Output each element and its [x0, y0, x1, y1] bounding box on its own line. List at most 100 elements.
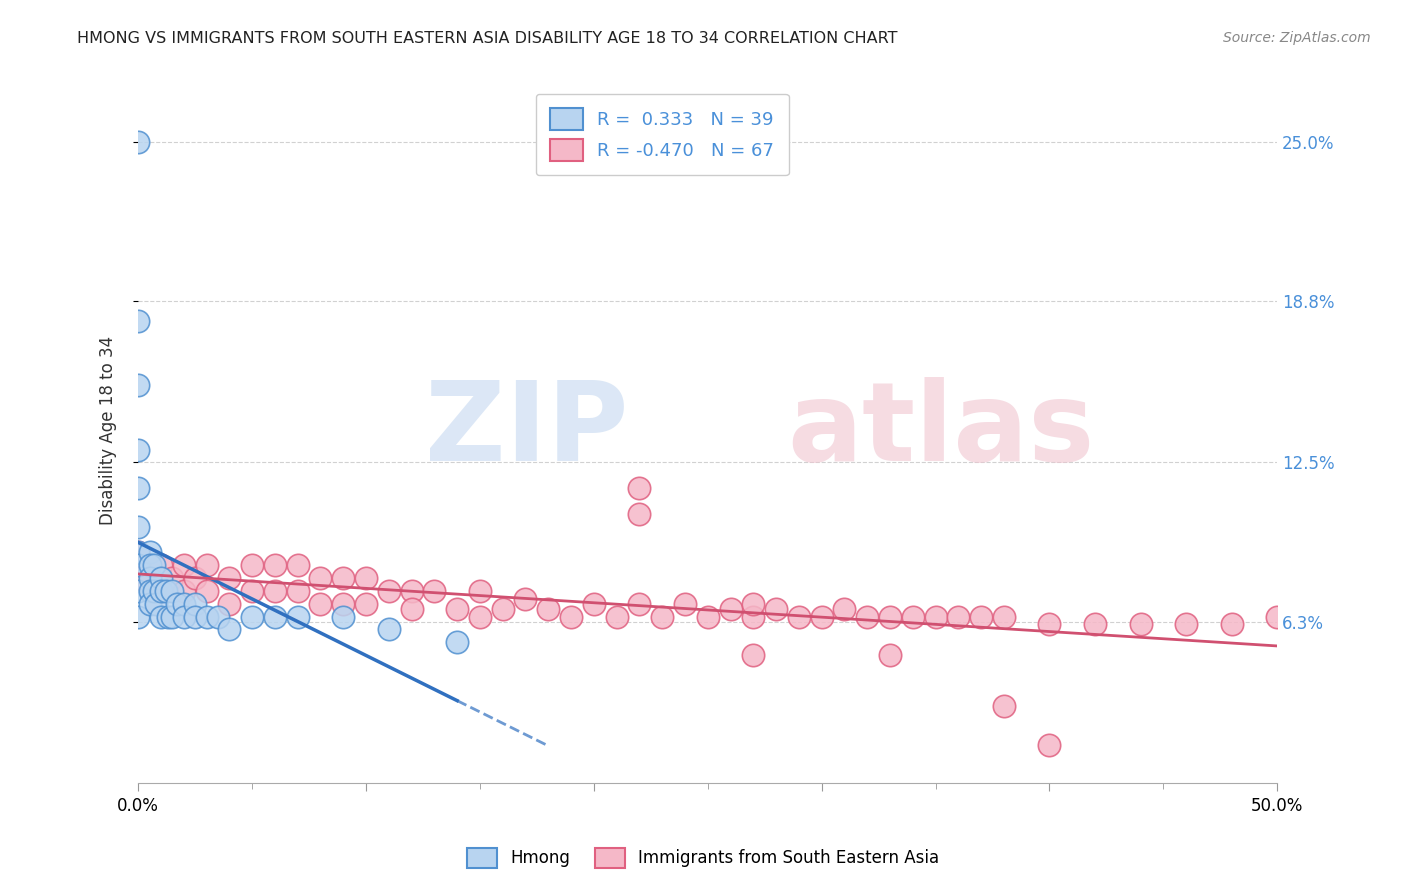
- Point: [515, 591, 537, 606]
- Point: [606, 609, 628, 624]
- Point: [993, 699, 1015, 714]
- Text: ZIP: ZIP: [425, 377, 628, 483]
- Point: [651, 609, 673, 624]
- Point: [468, 583, 491, 598]
- Point: [127, 378, 149, 392]
- Point: [127, 135, 149, 149]
- Point: [149, 583, 172, 598]
- Point: [378, 583, 401, 598]
- Point: [127, 481, 149, 495]
- Point: [787, 609, 810, 624]
- Point: [696, 609, 718, 624]
- Point: [207, 609, 229, 624]
- Point: [287, 558, 309, 573]
- Point: [628, 481, 651, 495]
- Point: [309, 571, 332, 585]
- Point: [127, 571, 149, 585]
- Point: [765, 602, 787, 616]
- Point: [673, 597, 696, 611]
- Point: [155, 583, 177, 598]
- Point: [149, 571, 172, 585]
- Point: [879, 648, 901, 662]
- Point: [834, 602, 856, 616]
- Point: [162, 571, 184, 585]
- Point: [1084, 617, 1107, 632]
- Point: [195, 558, 218, 573]
- Point: [401, 602, 423, 616]
- Point: [166, 597, 188, 611]
- Point: [173, 597, 195, 611]
- Point: [742, 648, 765, 662]
- Point: [537, 602, 560, 616]
- Point: [127, 545, 149, 559]
- Point: [401, 583, 423, 598]
- Point: [173, 609, 195, 624]
- Point: [138, 545, 160, 559]
- Point: [138, 571, 160, 585]
- Point: [173, 558, 195, 573]
- Point: [560, 609, 582, 624]
- Point: [264, 609, 287, 624]
- Point: [138, 583, 160, 598]
- Point: [1265, 609, 1288, 624]
- Point: [924, 609, 946, 624]
- Point: [378, 623, 401, 637]
- Point: [195, 583, 218, 598]
- Point: [468, 609, 491, 624]
- Point: [993, 609, 1015, 624]
- Point: [149, 583, 172, 598]
- Point: [264, 583, 287, 598]
- Point: [354, 597, 377, 611]
- Text: HMONG VS IMMIGRANTS FROM SOUTH EASTERN ASIA DISABILITY AGE 18 TO 34 CORRELATION : HMONG VS IMMIGRANTS FROM SOUTH EASTERN A…: [77, 31, 898, 46]
- Legend: Hmong, Immigrants from South Eastern Asia: Hmong, Immigrants from South Eastern Asi…: [460, 841, 946, 875]
- Point: [856, 609, 879, 624]
- Point: [628, 597, 651, 611]
- Point: [354, 571, 377, 585]
- Point: [149, 558, 172, 573]
- Point: [218, 623, 240, 637]
- Point: [127, 545, 149, 559]
- Point: [446, 635, 468, 649]
- Point: [720, 602, 742, 616]
- Point: [138, 558, 160, 573]
- Point: [309, 597, 332, 611]
- Point: [446, 602, 468, 616]
- Point: [240, 583, 263, 598]
- Point: [156, 609, 179, 624]
- Point: [149, 609, 172, 624]
- Point: [127, 314, 149, 328]
- Point: [218, 571, 240, 585]
- Point: [810, 609, 832, 624]
- Point: [332, 609, 354, 624]
- Point: [127, 558, 149, 573]
- Point: [742, 609, 765, 624]
- Point: [948, 609, 970, 624]
- Text: Source: ZipAtlas.com: Source: ZipAtlas.com: [1223, 31, 1371, 45]
- Point: [138, 597, 160, 611]
- Point: [1129, 617, 1152, 632]
- Legend: R =  0.333   N = 39, R = -0.470   N = 67: R = 0.333 N = 39, R = -0.470 N = 67: [536, 94, 789, 176]
- Point: [742, 597, 765, 611]
- Point: [127, 609, 149, 624]
- Point: [628, 507, 651, 521]
- Point: [332, 597, 354, 611]
- Point: [162, 583, 184, 598]
- Point: [287, 609, 309, 624]
- Point: [287, 583, 309, 598]
- Point: [162, 609, 184, 624]
- Point: [127, 442, 149, 457]
- Point: [240, 558, 263, 573]
- Y-axis label: Disability Age 18 to 34: Disability Age 18 to 34: [100, 336, 117, 525]
- Point: [143, 583, 166, 598]
- Point: [492, 602, 515, 616]
- Point: [901, 609, 924, 624]
- Point: [184, 597, 207, 611]
- Point: [173, 583, 195, 598]
- Point: [1175, 617, 1198, 632]
- Point: [332, 571, 354, 585]
- Point: [240, 609, 263, 624]
- Point: [1038, 738, 1060, 752]
- Point: [145, 597, 167, 611]
- Point: [1038, 617, 1060, 632]
- Point: [879, 609, 901, 624]
